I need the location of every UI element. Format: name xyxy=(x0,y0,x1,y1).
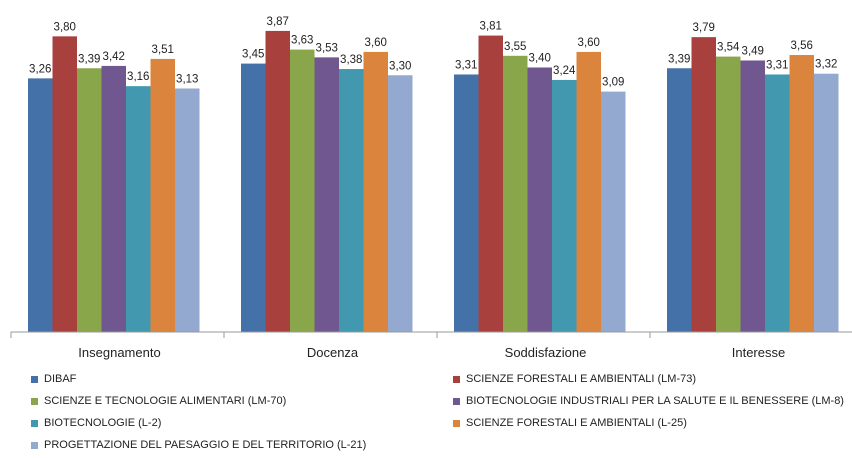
data-label: 3,60 xyxy=(365,37,387,49)
bar xyxy=(691,37,716,332)
bar xyxy=(576,51,601,333)
data-label: 3,30 xyxy=(389,60,411,72)
legend-swatch xyxy=(31,375,38,383)
bar xyxy=(478,35,503,332)
legend-swatch xyxy=(31,419,38,427)
data-label: 3,54 xyxy=(717,42,740,54)
legend-label: SCIENZE E TECNOLOGIE ALIMENTARI (LM-70) xyxy=(44,395,287,407)
bar xyxy=(503,55,528,333)
data-label: 3,49 xyxy=(742,45,764,57)
data-label: 3,45 xyxy=(242,49,264,61)
legend-swatch xyxy=(453,397,460,405)
bar xyxy=(126,86,151,332)
bar xyxy=(265,30,290,332)
bar xyxy=(388,75,413,332)
bar xyxy=(339,69,364,332)
legend-item: DIBAF xyxy=(31,371,76,387)
bar xyxy=(601,91,626,333)
bar xyxy=(290,49,315,332)
bar xyxy=(527,67,552,332)
data-label: 3,24 xyxy=(553,65,576,77)
category-label: Interesse xyxy=(732,345,785,360)
bar xyxy=(552,79,577,332)
data-label: 3,13 xyxy=(176,73,198,85)
legend-item: BIOTECNOLOGIE (L-2) xyxy=(31,415,161,431)
bar xyxy=(77,68,102,333)
bar xyxy=(28,78,53,332)
bar xyxy=(667,68,692,333)
bar-chart-plot: 3,263,803,39 3,423,163,513,133,453,873,63… xyxy=(10,16,852,360)
data-label: 3,09 xyxy=(602,77,624,89)
legend-label: BIOTECNOLOGIE INDUSTRIALI PER LA SALUTE … xyxy=(466,395,844,407)
legend-swatch xyxy=(31,441,38,449)
legend: DIBAF SCIENZE FORESTALI E AMBIENTALI (LM-… xyxy=(0,366,852,458)
data-label: 3,38 xyxy=(340,54,362,66)
category-label: Insegnamento xyxy=(78,345,160,360)
data-label: 3,56 xyxy=(791,40,813,52)
data-label: 3,40 xyxy=(529,52,551,64)
legend-item: SCIENZE FORESTALI E AMBIENTALI (LM-73) xyxy=(453,371,696,387)
legend-item: SCIENZE E TECNOLOGIE ALIMENTARI (LM-70) xyxy=(31,393,286,409)
bar xyxy=(175,88,200,333)
legend-label: SCIENZE FORESTALI E AMBIENTALI (L-25) xyxy=(466,417,687,429)
bar xyxy=(814,73,839,332)
data-label: 3,80 xyxy=(54,21,76,33)
legend-item: BIOTECNOLOGIE INDUSTRIALI PER LA SALUTE … xyxy=(453,393,844,409)
legend-label: SCIENZE FORESTALI E AMBIENTALI (LM-73) xyxy=(466,373,697,385)
data-label: 3,60 xyxy=(578,37,600,49)
bar xyxy=(150,58,175,333)
bar xyxy=(454,74,479,333)
data-label: 3,51 xyxy=(152,44,174,56)
data-label: 3,87 xyxy=(267,16,289,28)
legend-label: BIOTECNOLOGIE (L-2) xyxy=(44,417,162,429)
data-label: 3,32 xyxy=(815,59,837,71)
data-label: 3,16 xyxy=(127,71,149,83)
data-label: 3,55 xyxy=(504,41,526,53)
legend-swatch xyxy=(31,397,38,405)
bar xyxy=(789,55,814,332)
legend-label: DIBAF xyxy=(44,373,77,385)
data-label: 3,26 xyxy=(29,63,51,75)
data-label: 3,39 xyxy=(668,53,690,65)
bar xyxy=(363,51,388,333)
data-label: 3,53 xyxy=(316,42,338,54)
category-label: Docenza xyxy=(307,345,359,360)
bar xyxy=(241,63,266,333)
data-label: 3,39 xyxy=(78,53,100,65)
legend-item: PROGETTAZIONE DEL PAESAGGIO E DEL TERRIT… xyxy=(31,437,366,453)
data-label: 3,63 xyxy=(291,35,313,47)
legend-swatch xyxy=(453,375,460,383)
legend-item: SCIENZE FORESTALI E AMBIENTALI (L-25) xyxy=(453,415,687,431)
data-label: 3,31 xyxy=(455,59,477,71)
legend-swatch xyxy=(453,419,460,427)
bar xyxy=(740,60,765,333)
bar xyxy=(101,65,126,332)
bar xyxy=(314,57,339,333)
data-label: 3,81 xyxy=(480,21,502,33)
data-label: 3,31 xyxy=(766,59,788,71)
data-label: 3,79 xyxy=(693,22,715,34)
category-label: Soddisfazione xyxy=(505,345,587,360)
bar xyxy=(765,74,790,333)
data-label: 3,42 xyxy=(103,51,125,63)
legend-label: PROGETTAZIONE DEL PAESAGGIO E DEL TERRIT… xyxy=(44,439,367,451)
bar xyxy=(716,56,741,332)
bar xyxy=(52,36,77,333)
